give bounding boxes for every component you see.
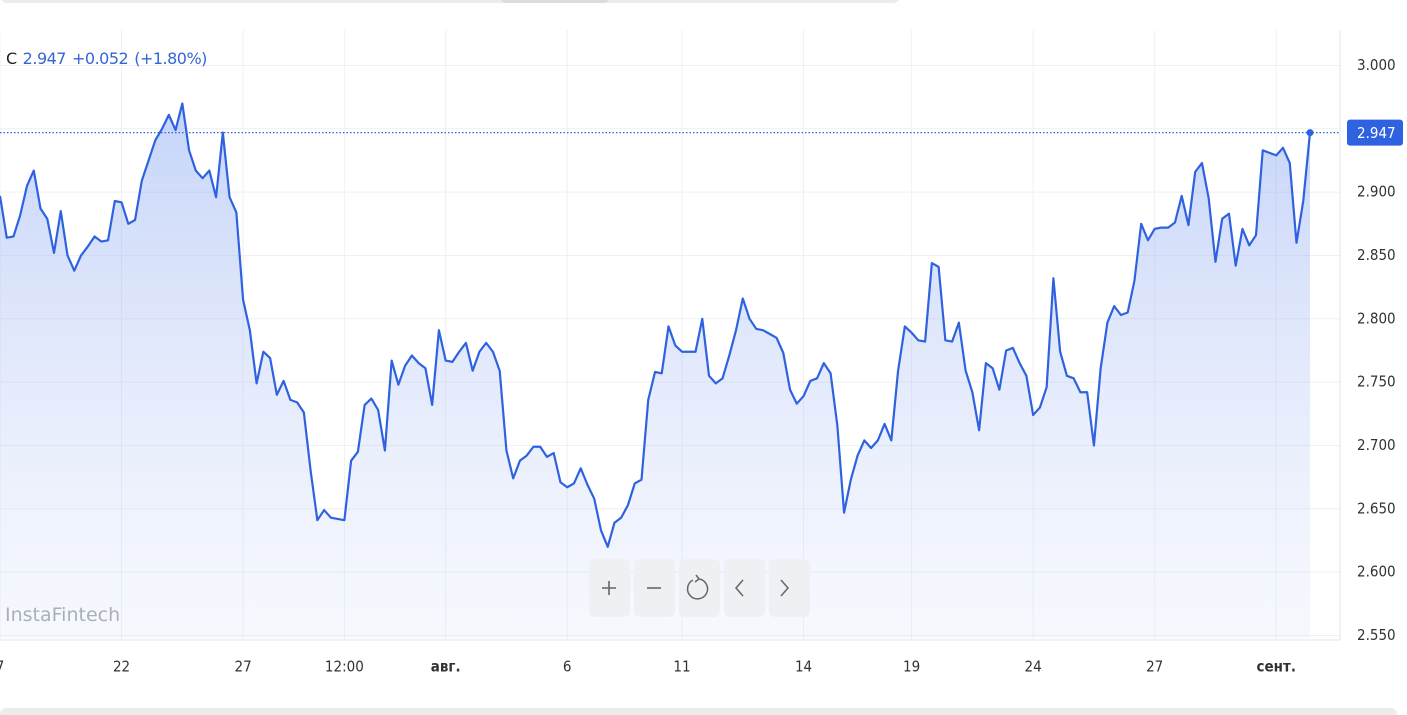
- y-tick-label: 2.900: [1357, 183, 1396, 201]
- reset-icon: [686, 574, 709, 600]
- y-tick-label: 2.650: [1357, 499, 1396, 517]
- watermark: InstaFintech: [5, 604, 121, 626]
- bottom-scrollbar: [0, 708, 1397, 715]
- top-scrollbar: [1, 0, 899, 3]
- price-line: [0, 102, 1312, 548]
- last-point: [1306, 129, 1314, 137]
- x-tick-label: 24: [1025, 658, 1042, 676]
- x-tick-label: 14: [795, 658, 812, 676]
- last-value: 2.947: [22, 49, 67, 68]
- top-scroll-thumb: [501, 0, 609, 3]
- scroll-left-button[interactable]: [724, 559, 765, 617]
- x-tick-label: 19: [903, 658, 920, 676]
- price-badge-label: 2.947: [1357, 124, 1396, 142]
- y-tick-label: 2.600: [1357, 563, 1396, 581]
- reset-button[interactable]: [679, 559, 720, 617]
- series-name: C: [6, 49, 17, 68]
- x-tick-label: 6: [563, 658, 572, 676]
- x-tick-label: 27: [235, 658, 252, 676]
- y-tick-label: 2.850: [1357, 246, 1396, 264]
- y-tick-label: 3.000: [1357, 56, 1396, 74]
- x-tick-label: 11: [673, 658, 690, 676]
- x-tick-label: авг.: [431, 658, 461, 676]
- y-tick-label: 2.800: [1357, 309, 1396, 327]
- change-percent: (+1.80%): [134, 49, 207, 68]
- zoom-controls: [589, 559, 810, 617]
- scroll-right-button[interactable]: [769, 559, 810, 617]
- x-tick-label: 27: [1146, 658, 1163, 676]
- x-tick-label: сент.: [1257, 658, 1296, 676]
- y-tick-label: 2.550: [1357, 626, 1396, 644]
- left-icon: [735, 579, 744, 597]
- area: [0, 103, 1310, 639]
- x-tick-label: 22: [113, 658, 130, 676]
- plus-icon: [602, 581, 616, 595]
- x-tick-label: 7: [0, 658, 4, 676]
- change: +0.052: [71, 49, 129, 68]
- x-tick-label: 12:00: [325, 658, 364, 676]
- legend: C 2.947 +0.052 (+1.80%): [6, 49, 207, 68]
- right-icon: [780, 579, 789, 597]
- price-badge: [1347, 119, 1403, 146]
- y-tick-label: 2.700: [1357, 436, 1396, 454]
- y-tick-label: 2.750: [1357, 373, 1396, 391]
